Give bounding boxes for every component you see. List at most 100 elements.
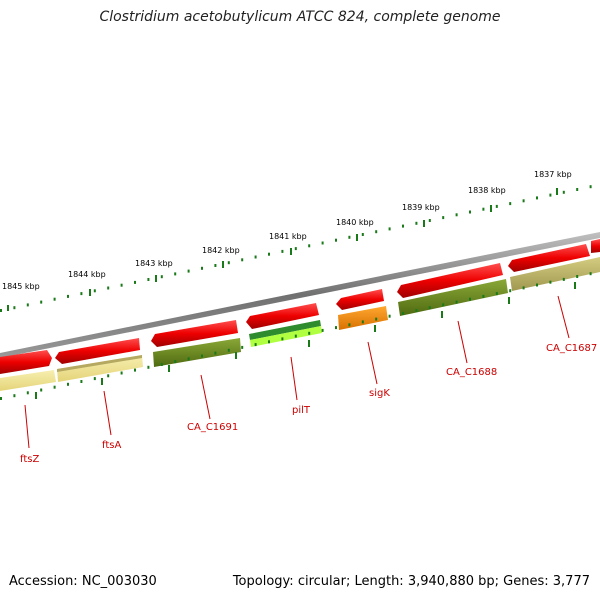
scale-dot — [0, 397, 2, 400]
scale-dot — [201, 354, 203, 358]
gene-label-ftsA[interactable]: ftsA — [102, 440, 121, 451]
scale-dot — [509, 202, 512, 206]
scale-dot — [13, 306, 16, 310]
scale-dot — [361, 320, 364, 324]
scale-dot — [107, 286, 110, 290]
scale-dot — [174, 360, 177, 364]
scale-dot — [53, 385, 56, 389]
scale-dot — [294, 247, 297, 251]
genes-label: Genes: — [503, 574, 549, 589]
scale-dot — [576, 188, 579, 191]
scale-dot — [482, 294, 485, 298]
scale-label: 1838 kbp — [468, 186, 506, 195]
scale-dot — [562, 190, 565, 194]
gene-labels: ftsZ ftsA CA_C1691 pilT sigK CA_C1688 CA… — [20, 343, 597, 465]
forward-genes — [0, 239, 600, 374]
scale-dot — [589, 272, 592, 276]
scale-dot — [134, 368, 136, 372]
scale-dot — [442, 216, 445, 220]
scale-label: 1844 kbp — [68, 270, 106, 279]
scale-dot — [388, 227, 391, 231]
scale-dot — [361, 233, 364, 236]
length-value: 3,940,880 bp — [407, 574, 495, 589]
scale-label: 1840 kbp — [336, 218, 374, 227]
scale-dot — [241, 345, 244, 349]
gene-arrow — [0, 350, 52, 374]
scale-dot — [227, 261, 230, 265]
scale-label: 1842 kbp — [202, 246, 240, 255]
inner-scale-track — [0, 272, 592, 400]
gene-label-ftsZ[interactable]: ftsZ — [20, 454, 39, 465]
scale-dot — [0, 309, 2, 312]
scale-dot — [268, 340, 270, 344]
gene-label-sigK[interactable]: sigK — [369, 388, 390, 399]
scale-dot — [187, 269, 190, 273]
scale-dot — [388, 314, 391, 318]
scale-dot — [335, 238, 337, 242]
scale-dot — [375, 230, 378, 234]
scale-dot — [13, 394, 16, 398]
feature-band — [57, 355, 143, 382]
feature-band — [57, 355, 142, 372]
genome-backbone — [0, 232, 600, 358]
scale-dot — [120, 371, 123, 375]
scale-dot — [536, 283, 538, 287]
scale-labels: 1845 kbp 1844 kbp 1843 kbp 1842 kbp 1841… — [2, 170, 572, 291]
scale-dot — [214, 351, 217, 355]
lower-feature-bands — [0, 257, 600, 391]
scale-dot — [522, 286, 525, 290]
scale-dot — [26, 391, 29, 395]
scale-dot — [402, 311, 404, 315]
scale-dot — [174, 272, 177, 276]
scale-dot — [201, 266, 203, 270]
gene-arrow — [151, 320, 238, 347]
scale-dot — [495, 292, 498, 296]
scale-dot — [227, 348, 230, 352]
scale-dot — [308, 331, 311, 335]
scale-dot — [455, 213, 458, 217]
scale-dot — [469, 297, 471, 301]
scale-label: 1839 kbp — [402, 203, 440, 212]
scale-label: 1845 kbp — [2, 282, 40, 291]
gene-arrow — [246, 303, 319, 329]
accession-label: Accession: — [9, 574, 78, 589]
scale-dot — [281, 249, 284, 253]
scale-dot — [415, 221, 418, 225]
gene-arrow — [508, 244, 590, 272]
scale-dot — [308, 244, 311, 248]
genome-summary: Topology: circular; Length: 3,940,880 bp… — [232, 574, 590, 589]
scale-dot — [147, 278, 150, 281]
accession-info: Accession: NC_003030 — [9, 574, 157, 589]
scale-dot — [321, 328, 324, 332]
gene-label-CA_C1687[interactable]: CA_C1687 — [546, 343, 597, 354]
scale-dot — [348, 323, 351, 327]
scale-dot — [67, 294, 69, 298]
gene-label-pilT[interactable]: pilT — [292, 405, 311, 416]
scale-label: 1837 kbp — [534, 170, 572, 179]
feature-band — [398, 279, 508, 316]
scale-dot — [187, 357, 190, 361]
scale-dot — [40, 300, 43, 304]
gene-label-CA_C1691[interactable]: CA_C1691 — [187, 422, 238, 433]
length-label: Length: — [354, 574, 404, 589]
scale-dot — [482, 207, 485, 211]
scale-dot — [107, 374, 110, 378]
gene-arrow — [55, 338, 140, 364]
scale-dot — [80, 292, 83, 296]
scale-dot — [281, 337, 284, 341]
scale-dot — [375, 317, 378, 321]
scale-label: 1841 kbp — [269, 232, 307, 241]
scale-dot — [214, 264, 217, 267]
gene-label-CA_C1688[interactable]: CA_C1688 — [446, 367, 497, 378]
scale-dot — [147, 365, 150, 369]
scale-dot — [160, 275, 163, 279]
genes-value: 3,777 — [552, 574, 590, 589]
feature-band — [0, 370, 56, 391]
scale-label: 1843 kbp — [135, 259, 173, 268]
scale-dot — [241, 258, 244, 262]
map-title: Clostridium acetobutylicum ATCC 824, com… — [99, 9, 501, 25]
scale-dot — [402, 224, 404, 228]
scale-dot — [134, 280, 136, 284]
scale-dot — [160, 363, 163, 366]
